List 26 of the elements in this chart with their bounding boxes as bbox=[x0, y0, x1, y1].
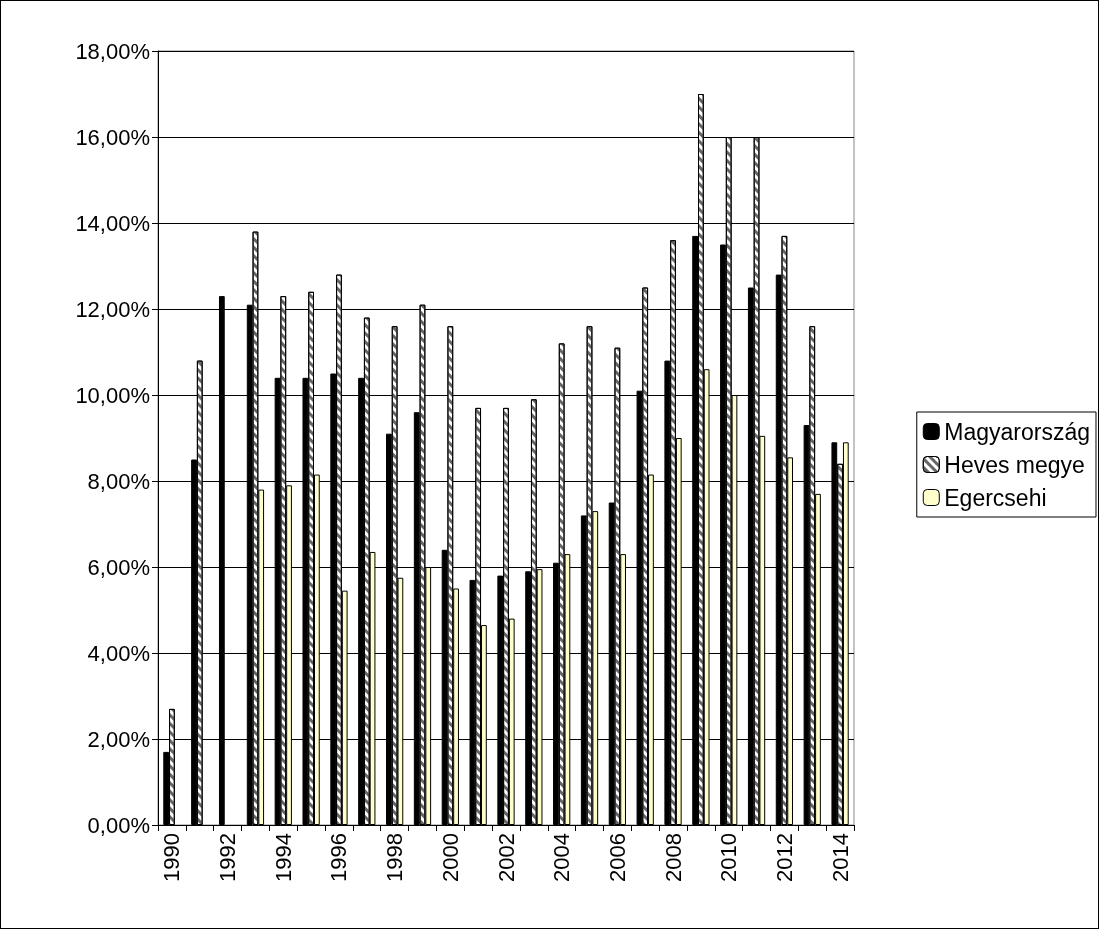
y-tick-label: 18,00% bbox=[75, 38, 150, 64]
x-tick-label: 2000 bbox=[437, 833, 463, 882]
y-tick-label: 10,00% bbox=[75, 382, 150, 408]
x-tick-label: 1992 bbox=[215, 833, 241, 882]
legend-label: Heves megye bbox=[944, 451, 1085, 478]
x-tick-label: 1998 bbox=[382, 833, 408, 882]
x-tick-label: 2006 bbox=[604, 833, 630, 882]
y-tick-label: 14,00% bbox=[75, 210, 150, 236]
x-tick-label: 2002 bbox=[493, 833, 519, 882]
x-tick-label: 1996 bbox=[326, 833, 352, 882]
x-tick-label: 1994 bbox=[270, 833, 296, 882]
legend-label: Magyarország bbox=[944, 418, 1091, 445]
y-tick-label: 8,00% bbox=[87, 468, 150, 494]
y-tick-label: 2,00% bbox=[87, 726, 150, 752]
x-tick-label: 1990 bbox=[159, 833, 185, 882]
x-tick-label: 2014 bbox=[827, 833, 853, 882]
y-tick-label: 12,00% bbox=[75, 296, 150, 322]
y-tick-label: 6,00% bbox=[87, 554, 150, 580]
legend-label: Egercsehi bbox=[944, 484, 1047, 511]
x-tick-label: 2004 bbox=[549, 833, 575, 882]
y-tick-label: 4,00% bbox=[87, 640, 150, 666]
x-tick-label: 2012 bbox=[771, 833, 797, 882]
x-tick-label: 2010 bbox=[716, 833, 742, 882]
x-tick-label: 2008 bbox=[660, 833, 686, 882]
y-tick-label: 16,00% bbox=[75, 124, 150, 150]
y-tick-label: 0,00% bbox=[87, 812, 150, 838]
